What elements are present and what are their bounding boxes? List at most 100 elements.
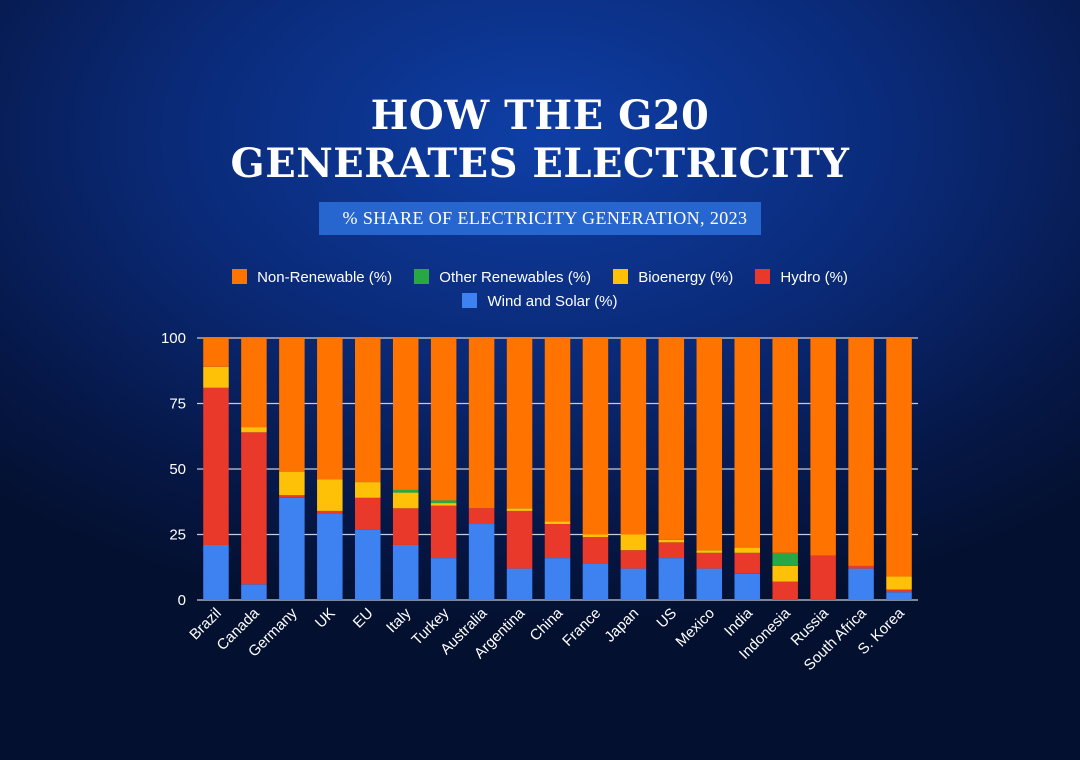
x-tick-label-us: US [653,605,680,632]
bar-segment-italy-non-renewable [392,338,419,490]
bar-segment-germany-wind-and-solar [279,497,305,600]
bar-segment-france-wind-and-solar [582,563,609,600]
bar-segment-uk-bioenergy [317,479,343,511]
x-tick-label-eu: EU [350,605,377,632]
bar-segment-china-non-renewable [544,338,571,522]
legend-label-hydro: Hydro (%) [780,269,848,286]
chart-title-line-1: HOW THE G20 [370,92,710,139]
bar-segment-turkey-hydro [430,505,457,559]
legend-item-non-renewable: Non-Renewable (%) [232,266,392,290]
bar-segment-brazil-non-renewable [203,338,229,367]
bar-segment-brazil-hydro [203,387,229,545]
bar-segment-mexico-wind-and-solar [696,568,723,600]
x-tick-label-mexico: Mexico [672,605,718,651]
bar-segment-russia-hydro [810,555,836,600]
y-tick-label-75: 75 [169,396,186,413]
chart-legend: Non-Renewable (%) Other Renewables (%) B… [0,266,1080,314]
bar-segment-china-bioenergy [544,521,571,525]
legend-label-non-renewable: Non-Renewable (%) [257,269,393,286]
bar-segment-australia-hydro [468,508,495,525]
bar-segment-japan-wind-and-solar [620,568,647,600]
bar-segment-argentina-hydro [506,510,533,569]
bar-segment-us-hydro [658,542,685,559]
bar-segment-argentina-wind-and-solar [506,568,533,600]
bar-segment-us-non-renewable [658,338,685,540]
bar-segment-s-korea-wind-and-solar [886,592,912,600]
bar-segment-canada-hydro [241,432,267,585]
bar-segment-canada-wind-and-solar [241,584,267,600]
legend-swatch-other-renewables [414,269,430,284]
bar-segment-eu-non-renewable [355,338,381,483]
bar-segment-us-bioenergy [658,539,685,543]
bar-segment-italy-other-renewables [392,489,419,493]
legend-item-wind-and-solar: Wind and Solar (%) [462,290,618,314]
bar-segment-south-africa-non-renewable [848,338,874,566]
legend-swatch-non-renewable [232,269,248,284]
bar-segment-japan-non-renewable [620,338,647,535]
bar-segment-s-korea-hydro [886,589,912,593]
bar-segment-s-korea-bioenergy [886,576,912,590]
legend-row-1: Non-Renewable (%) Other Renewables (%) B… [0,266,1080,290]
bar-segment-mexico-hydro [696,552,723,569]
bar-segment-argentina-bioenergy [506,508,533,511]
bar-segment-brazil-bioenergy [203,366,229,388]
chart-subtitle: % SHARE OF ELECTRICITY GENERATION, 2023 [318,202,762,235]
bar-segment-s-korea-non-renewable [886,338,912,577]
x-tick-label-japan: Japan [601,605,642,646]
bar-segment-canada-bioenergy [241,427,267,433]
legend-swatch-hydro [755,269,771,284]
legend-row-2: Wind and Solar (%) [0,290,1080,314]
bar-segment-japan-bioenergy [620,534,647,551]
legend-label-wind-and-solar: Wind and Solar (%) [487,293,618,310]
bar-segment-uk-hydro [317,510,343,514]
x-tick-label-italy: Italy [383,604,415,636]
y-tick-label-25: 25 [169,527,186,544]
bar-segment-eu-bioenergy [355,482,381,498]
bar-segment-turkey-non-renewable [430,338,457,501]
bar-segment-mexico-non-renewable [696,338,723,551]
bar-segment-turkey-wind-and-solar [430,558,457,600]
bar-segment-russia-non-renewable [810,338,836,556]
bar-segment-argentina-non-renewable [506,338,533,509]
chart-title-line-2: GENERATES ELECTRICITY [230,140,850,187]
y-tick-label-100: 100 [161,330,186,347]
bar-segment-south-africa-wind-and-solar [848,568,874,600]
y-tick-label-0: 0 [178,592,186,609]
bar-segment-turkey-bioenergy [430,503,457,506]
bar-segment-indonesia-bioenergy [772,565,798,582]
x-tick-label-uk: UK [312,605,339,632]
bar-segment-eu-hydro [355,497,381,530]
bar-segment-australia-wind-and-solar [468,524,495,600]
legend-item-bioenergy: Bioenergy (%) [613,266,733,290]
legend-swatch-wind-and-solar [462,293,478,308]
bar-segment-eu-wind-and-solar [355,529,381,600]
bar-segment-germany-bioenergy [279,471,305,496]
bar-segment-canada-non-renewable [241,338,267,428]
x-tick-label-france: France [559,605,604,650]
legend-item-hydro: Hydro (%) [755,266,848,290]
bar-segment-china-hydro [544,524,571,559]
bar-segment-france-non-renewable [582,338,609,535]
bar-segment-india-wind-and-solar [734,573,760,600]
bar-segment-indonesia-hydro [772,581,798,600]
legend-item-other-renewables: Other Renewables (%) [414,266,591,290]
bar-segment-turkey-other-renewables [430,500,457,504]
legend-swatch-bioenergy [613,269,629,284]
bar-segment-india-bioenergy [734,547,760,553]
bar-segment-us-wind-and-solar [658,558,685,600]
bar-segment-uk-non-renewable [317,338,343,480]
bar-segment-italy-hydro [392,508,419,545]
bar-segment-italy-bioenergy [392,492,419,509]
bar-segment-australia-non-renewable [468,338,495,509]
bar-segment-india-non-renewable [734,338,760,548]
bar-segment-uk-wind-and-solar [317,513,343,600]
bar-segment-china-wind-and-solar [544,558,571,600]
bar-segment-italy-wind-and-solar [392,544,419,600]
y-tick-label-50: 50 [169,461,186,478]
bar-segment-mexico-bioenergy [696,550,723,553]
bar-segment-japan-hydro [620,550,647,569]
bar-segment-indonesia-other-renewables [772,552,798,566]
bar-segment-germany-non-renewable [279,338,305,472]
bar-segment-france-hydro [582,537,609,564]
bar-segment-france-bioenergy [582,534,609,538]
